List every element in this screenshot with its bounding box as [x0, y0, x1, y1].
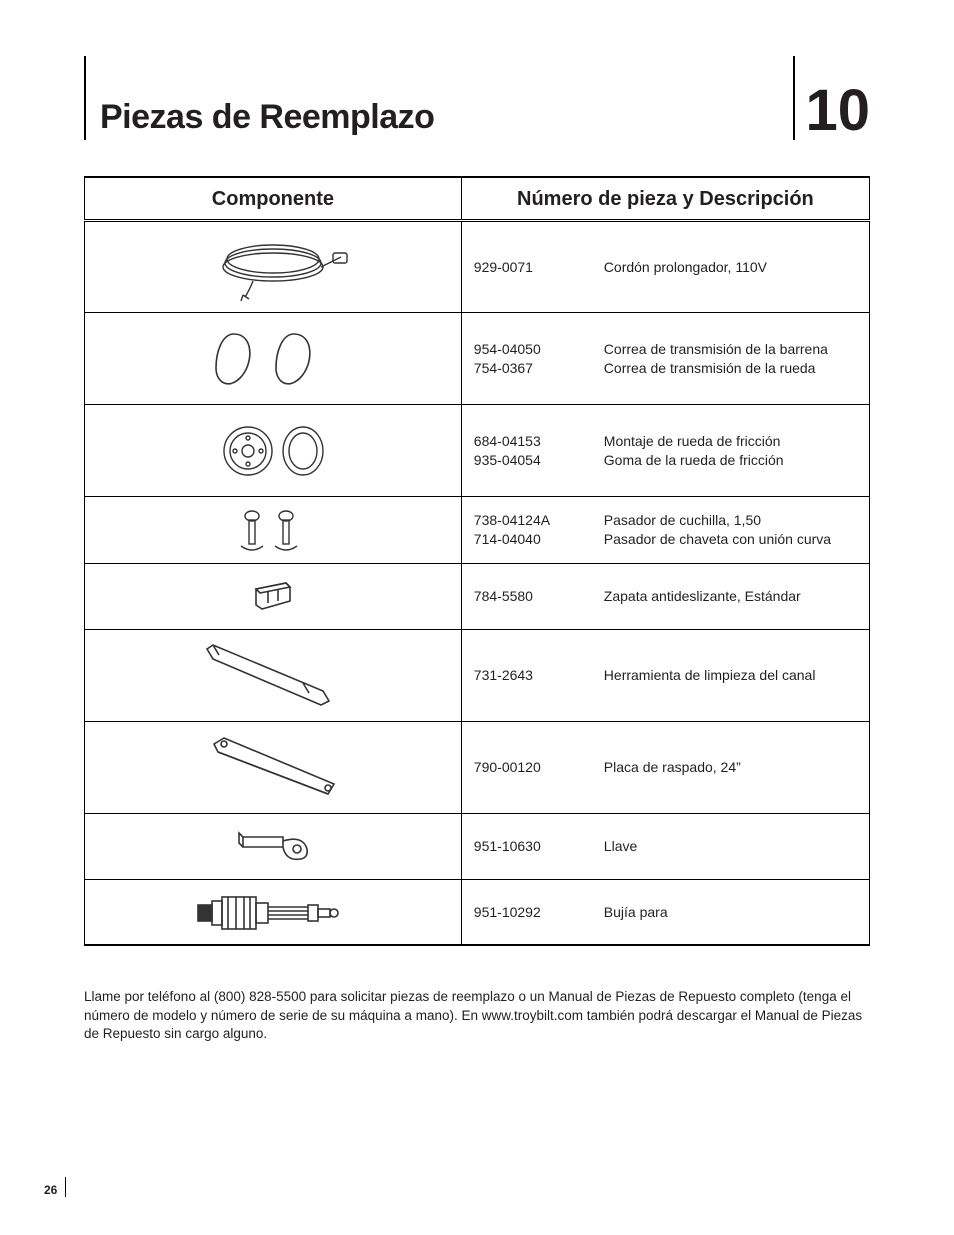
spark-plug-icon [178, 887, 368, 937]
component-illustration [85, 879, 462, 945]
part-info-cell: 951-10292 Bujía para [461, 879, 869, 945]
section-number-block: 10 [793, 56, 870, 140]
component-illustration [85, 405, 462, 497]
section-number: 10 [805, 82, 870, 140]
page-header: Piezas de Reemplazo 10 [84, 56, 870, 140]
friction-wheel-icon [198, 416, 348, 486]
part-number: 790-00120 [474, 759, 541, 775]
table-row: 951-10292 Bujía para [85, 879, 870, 945]
part-description: Bujía para [604, 904, 668, 920]
part-number: 784-5580 [474, 588, 533, 604]
page-number: 26 [44, 1177, 66, 1197]
part-number: 935-04054 [474, 451, 604, 470]
table-row: 929-0071 Cordón prolongador, 110V [85, 221, 870, 313]
scraper-plate-icon [188, 728, 358, 806]
manual-page: Piezas de Reemplazo 10 Componente Número… [0, 0, 954, 1235]
component-illustration [85, 629, 462, 721]
part-info-cell: 954-04050 754-0367 Correa de transmisión… [461, 313, 869, 405]
part-info-cell: 738-04124A 714-04040 Pasador de cuchilla… [461, 497, 869, 564]
table-row: 738-04124A 714-04040 Pasador de cuchilla… [85, 497, 870, 564]
page-title: Piezas de Reemplazo [100, 100, 434, 140]
shear-pins-icon [213, 502, 333, 558]
table-row: 954-04050 754-0367 Correa de transmisión… [85, 313, 870, 405]
table-header-row: Componente Número de pieza y Descripción [85, 177, 870, 221]
footnote-text: Llame por teléfono al (800) 828-5500 par… [84, 988, 870, 1043]
title-block: Piezas de Reemplazo [84, 56, 434, 140]
part-number: 754-0367 [474, 359, 604, 378]
part-description: Correa de transmisión de la rueda [604, 359, 857, 378]
col-header-component: Componente [85, 177, 462, 221]
part-info-cell: 929-0071 Cordón prolongador, 110V [461, 221, 869, 313]
table-row: 784-5580 Zapata antideslizante, Estándar [85, 563, 870, 629]
part-description: Placa de raspado, 24” [604, 759, 741, 775]
part-description: Pasador de chaveta con unión curva [604, 530, 857, 549]
component-illustration [85, 813, 462, 879]
part-description: Herramienta de limpieza del canal [604, 667, 816, 683]
part-description: Goma de la rueda de fricción [604, 451, 857, 470]
col-header-partdesc: Número de pieza y Descripción [461, 177, 869, 221]
part-description: Montaje de rueda de fricción [604, 432, 857, 451]
component-illustration [85, 497, 462, 564]
part-number: 714-04040 [474, 530, 604, 549]
part-description: Llave [604, 838, 637, 854]
part-number: 951-10292 [474, 904, 541, 920]
part-info-cell: 731-2643 Herramienta de limpieza del can… [461, 629, 869, 721]
component-illustration [85, 563, 462, 629]
part-number: 738-04124A [474, 511, 604, 530]
table-row: 790-00120 Placa de raspado, 24” [85, 721, 870, 813]
part-number: 929-0071 [474, 259, 533, 275]
part-number: 951-10630 [474, 838, 541, 854]
part-info-cell: 784-5580 Zapata antideslizante, Estándar [461, 563, 869, 629]
part-info-cell: 951-10630 Llave [461, 813, 869, 879]
parts-table: Componente Número de pieza y Descripción [84, 176, 870, 946]
component-illustration [85, 221, 462, 313]
skid-shoe-icon [228, 571, 318, 621]
table-row: 684-04153 935-04054 Montaje de rueda de … [85, 405, 870, 497]
part-description: Zapata antideslizante, Estándar [604, 588, 801, 604]
part-number: 684-04153 [474, 432, 604, 451]
component-illustration [85, 313, 462, 405]
key-icon [213, 821, 333, 871]
part-description: Pasador de cuchilla, 1,50 [604, 511, 857, 530]
table-row: 951-10630 Llave [85, 813, 870, 879]
part-info-cell: 684-04153 935-04054 Montaje de rueda de … [461, 405, 869, 497]
cleanout-tool-icon [183, 635, 363, 715]
component-illustration [85, 721, 462, 813]
part-info-cell: 790-00120 Placa de raspado, 24” [461, 721, 869, 813]
part-number: 954-04050 [474, 340, 604, 359]
part-description: Cordón prolongador, 110V [604, 259, 767, 275]
cord-icon [193, 231, 353, 303]
belts-icon [198, 320, 348, 398]
part-number: 731-2643 [474, 667, 533, 683]
part-description: Correa de transmisión de la barrena [604, 340, 857, 359]
table-row: 731-2643 Herramienta de limpieza del can… [85, 629, 870, 721]
